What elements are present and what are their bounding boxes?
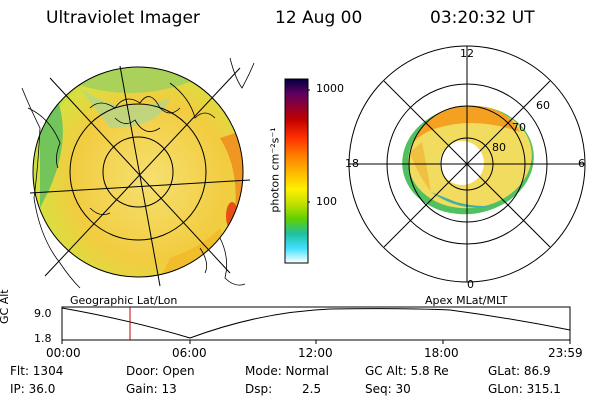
magnetic-polar-plot bbox=[348, 45, 586, 283]
colorbar-tick-100: 100 bbox=[316, 195, 337, 208]
date-label: 12 Aug 00 bbox=[275, 8, 363, 28]
magnetic-aurora-fill bbox=[402, 105, 534, 215]
info-seq: Seq: 30 bbox=[365, 382, 411, 396]
info-dsp-value: 2.5 bbox=[302, 382, 322, 396]
instrument-title: Ultraviolet Imager bbox=[46, 8, 200, 28]
colorbar-tick-1000: 1000 bbox=[316, 82, 344, 95]
info-door: Door: Open bbox=[126, 364, 195, 378]
info-gain: Gain: 13 bbox=[126, 382, 177, 396]
time-label: 03:20:32 UT bbox=[430, 8, 535, 28]
colorbar-unit: photon cm⁻²s⁻¹ bbox=[268, 127, 282, 213]
info-gcalt: GC Alt: 5.8 Re bbox=[365, 364, 449, 378]
altitude-timeline bbox=[61, 306, 571, 344]
mlat-label-60: 60 bbox=[536, 99, 550, 112]
timeline-y-tick-1-8: 1.8 bbox=[34, 332, 52, 345]
geographic-label: Geographic Lat/Lon bbox=[70, 294, 178, 307]
timeline-y-tick-9: 9.0 bbox=[34, 307, 52, 320]
info-mode: Mode: Normal bbox=[245, 364, 329, 378]
coastlines bbox=[21, 57, 255, 289]
info-ip: IP: 36.0 bbox=[10, 382, 56, 396]
timeline-x-tick-0: 00:00 bbox=[46, 346, 81, 360]
timeline-x-tick-18: 18:00 bbox=[424, 346, 459, 360]
info-glat: GLat: 86.9 bbox=[488, 364, 551, 378]
timeline-x-tick-end: 23:59 bbox=[548, 346, 583, 360]
mlt-label-6: 6 bbox=[578, 157, 585, 170]
info-flt: Flt: 1304 bbox=[10, 364, 64, 378]
geographic-image bbox=[21, 57, 255, 289]
timeline-x-tick-6: 06:00 bbox=[172, 346, 207, 360]
mlat-label-80: 80 bbox=[492, 141, 506, 154]
info-dsp-label: Dsp: bbox=[245, 382, 273, 396]
polar-grid bbox=[348, 45, 586, 283]
info-glon: GLon: 315.1 bbox=[488, 382, 561, 396]
timeline-x-tick-12: 12:00 bbox=[298, 346, 333, 360]
geographic-grid bbox=[29, 65, 251, 287]
altitude-curve bbox=[61, 307, 571, 339]
mlt-label-0: 0 bbox=[467, 278, 474, 291]
mlt-label-18: 18 bbox=[345, 157, 359, 170]
apex-label: Apex MLat/MLT bbox=[425, 294, 508, 307]
colorbar bbox=[284, 78, 310, 264]
timeline-y-label: GC Alt bbox=[0, 289, 11, 324]
mlt-label-12: 12 bbox=[460, 47, 474, 60]
mlat-label-70: 70 bbox=[512, 121, 526, 134]
